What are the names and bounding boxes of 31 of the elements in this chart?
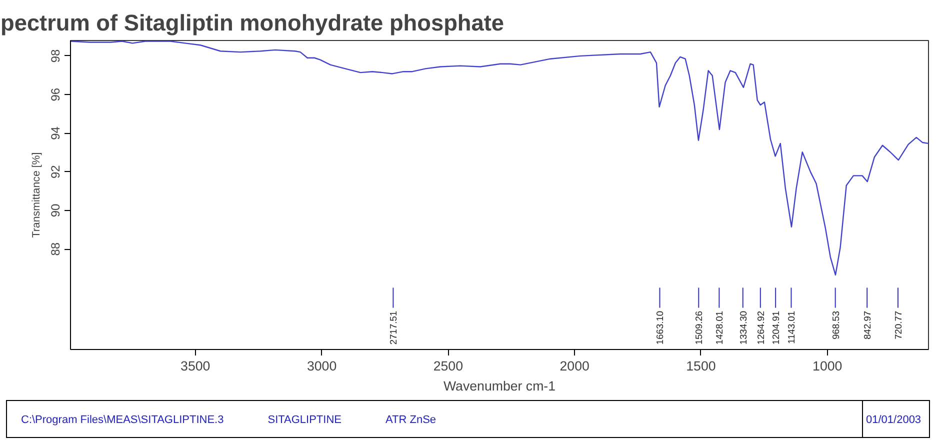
y-tick-label: 98 [48,48,62,63]
x-tick-label: 2000 [560,358,590,374]
x-axis-title: Wavenumber cm-1 [443,378,556,394]
x-tick-label: 3000 [306,358,337,374]
y-tick-label: 92 [48,164,62,178]
line-series [70,40,928,276]
x-tick-label: 2500 [433,358,464,374]
annotation: 1143.01 [786,310,797,344]
y-tick-label: 88 [48,242,62,256]
y-tick-label: 94 [48,126,62,140]
annotation: 720.77 [893,310,904,340]
annotation: 1663.10 [655,310,666,345]
annotation: 1264.92 [756,310,766,345]
annotation: 1428.01 [714,310,725,345]
annotation: 842.97 [862,310,873,340]
annotation: 2717.51 [388,310,399,345]
y-axis-title: Transmittance [%] [30,152,42,238]
text: ATR ZnSe [386,414,436,426]
annotation: 968.53 [830,310,841,340]
chart-title: pectrum of Sitagliptin monohydrate phosphate [0,10,504,36]
text: SITAGLIPTINE [268,414,342,426]
x-tick-label: 3500 [180,358,210,374]
x-tick-label: 1000 [812,358,842,374]
y-tick-label: 90 [48,203,62,218]
x-tick-label: 1500 [686,358,716,374]
text: C:\Program Files\MEAS\SITAGLIPTINE.3 [21,414,224,426]
y-tick-label: 96 [48,88,62,102]
annotation: 1204.91 [771,310,782,345]
annotation: 1509.26 [694,310,704,345]
annotation: 1334.30 [738,310,748,345]
text: 01/01/2003 [865,413,922,428]
